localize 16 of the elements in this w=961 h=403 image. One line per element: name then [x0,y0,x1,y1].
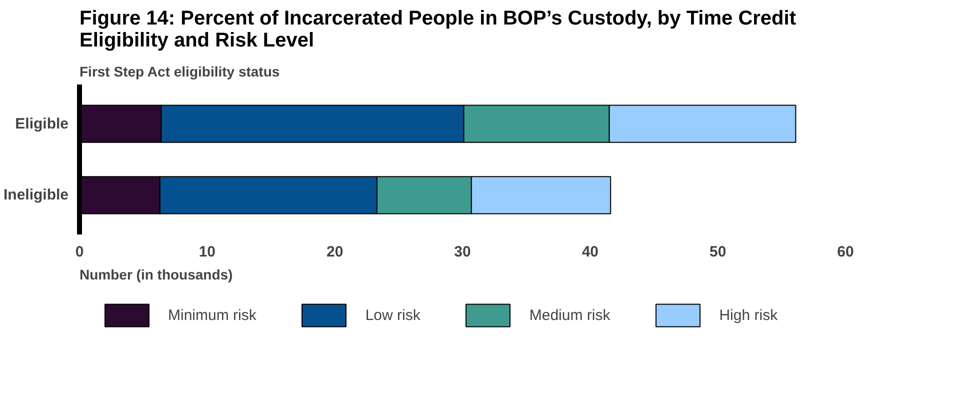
x-axis-title: Number (in thousands) [80,266,233,282]
chart-title: Figure 14: Percent of Incarcerated People in BOP’s Custody, by Time Credit Eligibility and Risk Level [80,8,796,52]
x-tick-label: 60 [837,244,854,260]
x-tick-label: 0 [75,244,84,260]
legend-label: Minimum risk [168,306,256,324]
legend-label: High risk [719,306,778,324]
x-tick-label: 10 [198,244,216,260]
y-tick-label: Eligible [15,115,68,132]
y-axis-title: First Step Act eligibility status [80,64,280,80]
x-tick-label: 20 [326,244,344,260]
x-tick-label: 50 [709,244,726,260]
x-tick-label: 30 [454,244,471,260]
legend-label: Medium risk [529,306,610,324]
legend-label: Low risk [365,306,420,324]
y-tick-label: Ineligible [3,186,69,204]
x-tick-label: 40 [582,244,599,260]
